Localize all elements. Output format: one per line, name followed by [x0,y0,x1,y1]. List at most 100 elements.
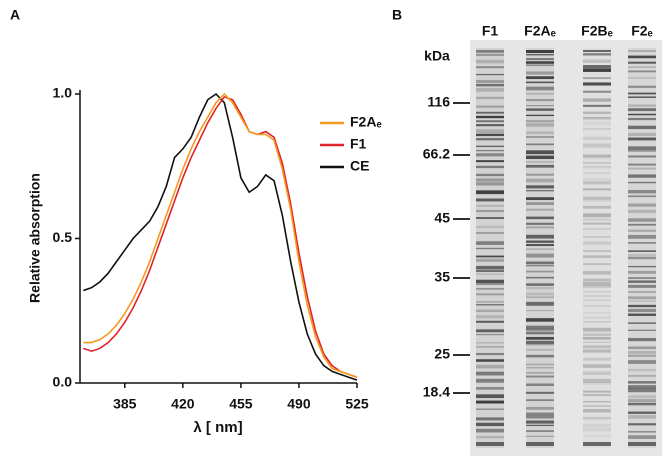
gel-band [583,188,611,191]
gel-band [583,327,611,332]
gel-band [628,350,656,355]
x-tick-label: 455 [229,396,253,412]
gel-band [583,178,611,181]
gel-band [476,283,504,285]
gel-band [628,399,656,403]
gel-lane [476,48,504,448]
gel-band [526,123,554,127]
gel-band [526,189,554,192]
gel-band [476,342,504,344]
gel-band [476,309,504,313]
gel-band [583,341,611,343]
gel-lane [526,48,554,448]
gel-band [583,305,611,307]
gel-band [583,394,611,396]
gel-band [628,414,656,419]
gel-band [476,279,504,284]
gel-band [583,154,611,158]
gel-band [628,411,656,414]
gel-band [476,53,504,57]
gel-band [583,357,611,361]
gel-band [583,205,611,209]
gel-band [526,108,554,111]
gel-band [526,430,554,432]
gel-band [583,312,611,314]
gel-band [526,325,554,330]
gel-band [583,98,611,102]
gel-band [526,348,554,351]
gel-band [628,250,656,252]
gel-band [628,313,656,316]
gel-band [583,423,611,428]
gel-band [526,76,554,80]
gel-band [476,320,504,323]
gel-band [583,378,611,383]
gel-band [476,371,504,376]
x-axis-label: λ [ nm] [193,419,242,436]
gel-band [583,409,611,413]
gel-band [476,270,504,272]
gel-band [628,218,656,222]
gel-band [583,416,611,420]
gel-band [583,290,611,293]
gel-band [628,296,656,300]
gel-band [476,422,504,427]
gel-band [583,337,611,340]
gel-band [628,284,656,288]
gel-band [628,150,656,152]
gel-band [526,406,554,410]
gel-band [526,50,554,53]
gel-band [526,442,554,446]
gel-band [583,442,611,446]
gel-band [583,364,611,368]
gel-band [476,333,504,336]
gel-band [583,77,611,80]
gel-band [583,136,611,140]
gel-band [583,285,611,288]
gel-band [628,174,656,178]
gel-band [628,108,656,112]
gel-band [526,161,554,163]
gel-band [628,388,656,393]
gel-band [583,227,611,230]
gel-band [628,223,656,226]
gel-band [628,195,656,198]
gel-band [476,265,504,270]
gel-band [526,292,554,296]
gel-band [583,316,611,319]
gel-band [583,263,611,266]
gel-band [526,222,554,225]
gel-band [526,354,554,358]
gel-band [476,359,504,362]
gel-band [583,111,611,114]
gel-band [476,138,504,141]
gel-band [476,50,504,53]
x-tick-label: 385 [113,396,137,412]
gel-band [476,83,504,87]
gel-band [583,143,611,148]
gel-band [628,385,656,389]
gel-band [628,442,656,446]
gel-band [526,143,554,146]
gel-band [526,248,554,250]
gel-band [476,387,504,390]
gel-band [583,390,611,393]
gel-band [583,181,611,185]
gel-band [526,240,554,243]
gel-band [476,115,504,119]
gel-band [476,190,504,195]
gel-band [476,232,504,234]
gel-band [526,375,554,378]
gel-band [628,85,656,88]
gel-band [526,234,554,239]
gel-band [583,278,611,282]
gel-band [476,315,504,319]
gel-band [583,121,611,126]
gel-band [476,178,504,182]
gel-band [583,165,611,169]
lane-label: F1 [482,23,499,39]
lane-label: F2ₑ [631,23,653,39]
marker-label: 116 [427,94,450,110]
gel-band [476,247,504,250]
gel-band [628,50,656,52]
